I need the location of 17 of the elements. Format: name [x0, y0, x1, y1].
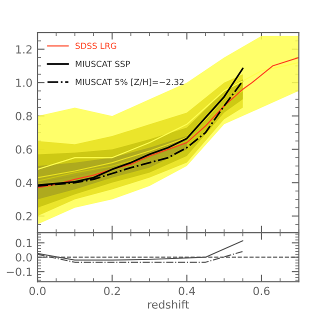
y-tick-label: −0.1: [6, 268, 32, 276]
y-tick-label: 1.0: [16, 78, 32, 87]
y-tick-label: 0.8: [16, 112, 32, 120]
y-tick-label: 0.2: [16, 212, 32, 220]
y-tick-label: 0.4: [16, 178, 32, 188]
y-tick-label: 1.2: [16, 45, 32, 54]
x-axis-title: redshift: [148, 300, 189, 309]
y-tick-label: 0.1: [16, 238, 32, 248]
x-tick-label: 0.4: [178, 286, 196, 296]
y-tick-label: 0.6: [16, 145, 32, 154]
legend-label: MIUSCAT SSP: [76, 60, 130, 68]
x-tick-label: 0.0: [29, 286, 46, 296]
x-tick-label: 0.6: [253, 286, 270, 296]
y-tick-label: 0.0: [16, 253, 32, 262]
legend-label: MIUSCAT 5% [Z/H]=−2.32: [76, 78, 184, 86]
x-tick-label: 0.2: [104, 286, 120, 296]
legend-label: SDSS LRG: [76, 42, 116, 49]
